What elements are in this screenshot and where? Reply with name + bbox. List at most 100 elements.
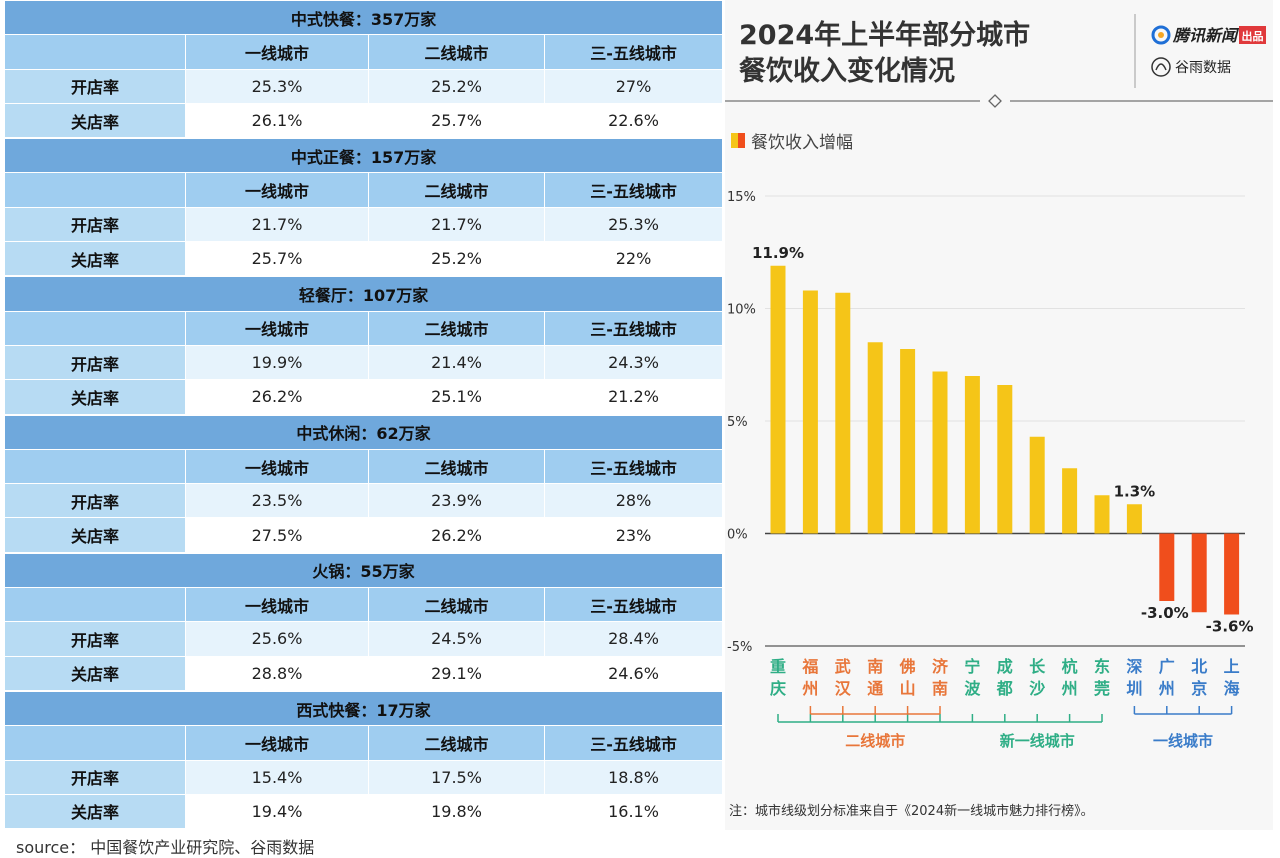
city-label-char: 州 (1158, 679, 1175, 698)
city-label-char: 南 (932, 679, 948, 698)
bar-6 (964, 376, 980, 534)
city-label: 重庆 (777, 0, 779, 1)
city-label: 广州 (1166, 0, 1168, 1)
table-cell: 28% (543, 483, 724, 519)
table-row: 开店率 21.7% 21.7% 25.3% (4, 206, 724, 243)
city-label: 济南 (939, 0, 941, 1)
tencent-news-text: 腾讯新闻 (1172, 26, 1240, 45)
city-tier-groups: 新一线城市 二线城市 一线城市 (777, 706, 1233, 750)
header-blank-cell (4, 172, 186, 208)
column-header: 二线城市 (368, 172, 545, 208)
table-cell: 21.7% (185, 206, 369, 243)
tables-section: 中式快餐：357万家 一线城市 二线城市 三-五线城市 开店率 25.3% 25.2% 27%… (3, 0, 724, 830)
table-cell: 25.3% (185, 68, 369, 104)
column-header: 二线城市 (368, 587, 545, 623)
column-header: 二线城市 (368, 448, 545, 485)
table-cell: 25.6% (185, 621, 369, 657)
table-cell: 21.2% (543, 379, 724, 415)
table-cell: 18.8% (543, 759, 724, 795)
bar-3 (867, 342, 883, 534)
column-header: 一线城市 (185, 448, 369, 485)
table-cell: 25.2% (368, 241, 545, 277)
bar-4 (900, 349, 916, 534)
source-note: source： 中国餐饮产业研究院、谷雨数据 (16, 838, 315, 857)
y-tick-label: -5% (727, 640, 752, 655)
bar-10 (1094, 495, 1110, 534)
city-label-char: 重 (770, 657, 786, 676)
city-label-char: 庆 (769, 679, 786, 698)
bar-1 (802, 290, 818, 534)
header-blank-cell (4, 725, 186, 761)
row-label: 关店率 (4, 379, 186, 415)
city-label-char: 长 (1029, 657, 1046, 676)
city-label-char: 深 (1126, 657, 1142, 676)
legend-swatch-red (738, 133, 745, 148)
table-cell: 28.4% (543, 621, 724, 657)
row-label: 关店率 (4, 517, 186, 553)
table-row: 关店率 27.5% 26.2% 23% (4, 517, 724, 553)
table-row: 关店率 25.7% 25.2% 22% (4, 241, 724, 277)
city-label: 福州 (809, 0, 811, 1)
restaurant-table-5: 西式快餐：17万家 一线城市 二线城市 三-五线城市 开店率 15.4% 17.5% 18.8… (3, 690, 724, 830)
city-label-char: 州 (1061, 679, 1078, 698)
table-row: 开店率 25.6% 24.5% 28.4% (4, 621, 724, 657)
table-row: 开店率 25.3% 25.2% 27% (4, 68, 724, 104)
column-header: 二线城市 (368, 725, 545, 761)
city-label: 宁波 (971, 0, 973, 1)
column-header: 二线城市 (368, 34, 545, 70)
data-label: 11.9% (752, 244, 804, 262)
table-row: 关店率 28.8% 29.1% 24.6% (4, 655, 724, 691)
y-tick-label: 10% (727, 303, 756, 318)
city-label-char: 南 (867, 657, 883, 676)
table-cell: 27.5% (185, 517, 369, 553)
city-label-char: 东 (1094, 657, 1110, 676)
city-label: 武汉 (842, 0, 844, 1)
revenue-change-chart: 2024年上半年部分城市 餐饮收入变化情况 腾讯新闻 出品 谷雨数据 餐饮收入增… (725, 0, 1273, 819)
table-cell: 25.7% (185, 241, 369, 277)
city-label-char: 宁 (964, 657, 980, 676)
column-header: 二线城市 (368, 310, 545, 346)
table-cell: 19.4% (185, 793, 369, 830)
table-row: 关店率 26.2% 25.1% 21.2% (4, 379, 724, 415)
table-cell: 22.6% (543, 102, 724, 139)
column-header: 一线城市 (185, 172, 369, 208)
table-title: 中式休闲：62万家 (3, 414, 724, 450)
y-tick-label: 15% (727, 190, 756, 205)
column-header: 三-五线城市 (543, 310, 724, 346)
bar-13 (1191, 533, 1207, 613)
city-label: 深圳 (1133, 0, 1135, 1)
table-cell: 25.1% (368, 379, 545, 415)
data-labels: 11.9% 1.3% -3.0% -3.6% (752, 244, 1254, 636)
restaurant-table-0: 中式快餐：357万家 一线城市 二线城市 三-五线城市 开店率 25.3% 25.2% 27%… (3, 0, 724, 139)
table-cell: 23.9% (368, 483, 545, 519)
restaurant-table-2: 轻餐厅：107万家 一线城市 二线城市 三-五线城市 开店率 19.9% 21.4% 24.3… (3, 276, 724, 415)
restaurant-table-3: 中式休闲：62万家 一线城市 二线城市 三-五线城市 开店率 23.5% 23.9% 28% 关… (3, 414, 724, 553)
table-cell: 21.7% (368, 206, 545, 243)
guyu-icon (1151, 57, 1171, 77)
column-header: 一线城市 (185, 587, 369, 623)
row-label: 开店率 (4, 344, 186, 381)
bar-12 (1159, 533, 1175, 601)
row-label: 关店率 (4, 102, 186, 139)
chart-title-line2: 餐饮收入变化情况 (739, 55, 955, 87)
header-blank-cell (4, 310, 186, 346)
y-tick-label: 5% (727, 415, 748, 430)
table-cell: 25.3% (543, 206, 724, 243)
table-cell: 23.5% (185, 483, 369, 519)
row-label: 开店率 (4, 68, 186, 104)
table-row: 开店率 15.4% 17.5% 18.8% (4, 759, 724, 795)
row-label: 关店率 (4, 655, 186, 691)
tencent-news-logo: 腾讯新闻 出品 (1151, 25, 1266, 45)
table-cell: 28.8% (185, 655, 369, 691)
column-header: 三-五线城市 (543, 172, 724, 208)
city-label-char: 通 (867, 679, 883, 698)
chart-title-line1: 2024年上半年部分城市 (739, 19, 1030, 51)
badge-bg (1239, 26, 1266, 44)
restaurant-table-1: 中式正餐：157万家 一线城市 二线城市 三-五线城市 开店率 21.7% 21.7% 25.… (3, 138, 724, 277)
bar-11 (1126, 504, 1142, 534)
table-cell: 24.6% (543, 655, 724, 691)
row-label: 开店率 (4, 483, 186, 519)
bar-2 (835, 292, 851, 534)
table-cell: 22% (543, 241, 724, 277)
